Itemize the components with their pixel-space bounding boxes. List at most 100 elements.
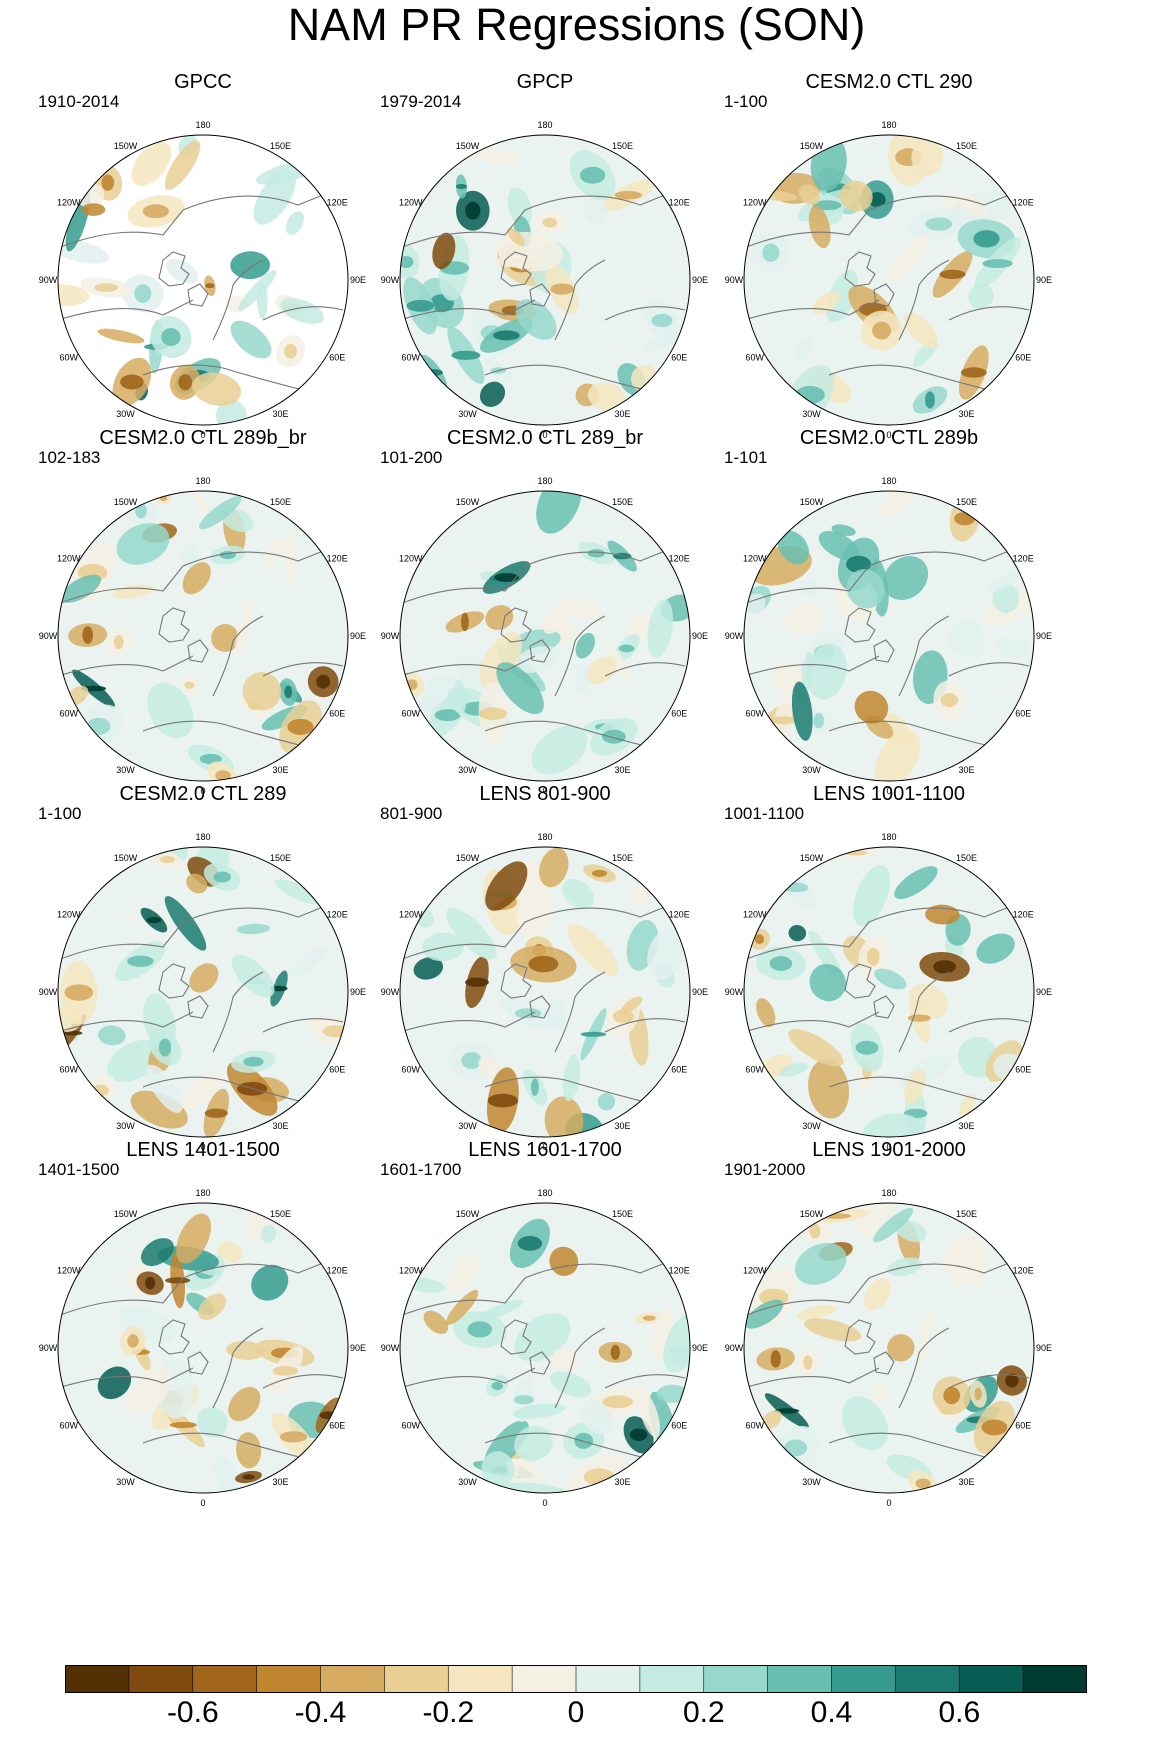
coastline [554,259,606,341]
longitude-label: 0 [886,1142,891,1152]
anomaly-patch [841,1396,889,1451]
anomaly-core [120,374,144,390]
longitude-label: 120W [399,910,423,920]
anomaly-patch [887,1334,915,1362]
anomaly-core [943,1386,961,1405]
anomaly-patch [432,232,456,270]
coastline [484,720,646,747]
anomaly-core [580,1031,607,1037]
anomaly-patch [808,1059,850,1119]
colorbar-swatch [959,1665,1024,1693]
anomaly-patch [647,928,684,980]
anomaly-core [494,573,519,582]
coastline [58,194,324,251]
colorbar-swatch [192,1665,257,1693]
anomaly-patch [959,1094,976,1117]
map-border [743,490,1035,782]
anomaly-core [514,1008,542,1019]
coastline [554,1327,606,1409]
anomaly-core [1005,1373,1019,1388]
longitude-label: 60W [60,1421,79,1431]
longitude-label: 120W [743,554,767,564]
anomaly-patch [744,1299,784,1329]
coastline [58,1262,324,1319]
anomaly-patch [638,1391,661,1438]
colorbar-swatch [384,1665,449,1693]
anomaly-patch [182,562,211,595]
anomaly-patch [230,320,272,359]
anomaly-patch [756,998,776,1027]
anomaly-patch [854,690,889,724]
coastline [158,1319,190,1355]
longitude-label: 30W [802,1121,821,1131]
panel-title: CESM2.0 CTL 289_br [446,427,643,449]
coastline [529,995,551,1019]
panel-period: 101-200 [380,448,443,467]
anomaly-core [159,855,176,864]
anomaly-patch [777,530,809,565]
coastline [554,615,606,697]
anomaly-core [803,1355,813,1370]
anomaly-patch [164,140,201,190]
anomaly-patch [513,1403,566,1419]
longitude-label: 60W [402,709,421,719]
longitude-label: 30E [272,765,288,775]
longitude-label: 120E [1013,910,1034,920]
anomaly-patch [280,297,324,325]
map-panel: CESM2.0 CTL 289b 180 150E 120E 90E 60E 30E 0 30W… [704,426,1074,824]
anomaly-patch [562,878,595,909]
anomaly-patch [663,1313,690,1373]
anomaly-patch [976,933,1015,964]
anomaly-patch [620,996,643,1014]
anomaly-core [846,555,872,573]
coastline [873,995,895,1019]
coastline [744,1262,1010,1319]
longitude-label: 60E [671,353,687,363]
anomaly-core [550,283,574,295]
coastline [604,306,686,321]
anomaly-patch [567,924,619,976]
coastline [400,1367,536,1389]
longitude-label: 30W [458,1477,477,1487]
coastline [844,963,876,999]
coastline [142,1432,304,1459]
coastline [828,364,990,391]
coastline [142,1076,304,1103]
longitude-label: 60E [1015,1421,1031,1431]
anomaly-core [127,1334,139,1348]
anomaly-patch [656,1384,689,1403]
anomaly-patch [745,593,766,615]
anomaly-patch [199,496,242,530]
anomaly-patch [467,146,519,165]
longitude-label: 120W [743,910,767,920]
longitude-label: 90E [692,631,708,641]
coastline [400,655,536,677]
coastline [898,1327,950,1409]
coastline [158,607,190,643]
coastline [400,1011,536,1033]
longitude-label: 150E [956,497,977,507]
longitude-label: 150E [612,141,633,151]
anomaly-patch [197,1406,228,1438]
longitude-label: 90W [381,631,400,641]
longitude-label: 120W [399,554,423,564]
anomaly-patch [478,1056,503,1080]
anomaly-core [113,634,124,650]
longitude-label: 180 [537,832,552,842]
coastline [744,906,1010,963]
panel-period: 1901-2000 [724,1160,806,1179]
colorbar-swatch [65,1665,129,1693]
anomaly-patch [846,569,885,609]
anomaly-patch [628,883,651,907]
anomaly-patch [98,1025,126,1046]
anomaly-core [64,984,94,1001]
anomaly-core [872,321,891,340]
longitude-label: 0 [200,1142,205,1152]
map-panel: GPCP 180 150E 120E 90E 60E 30E 0 30W 60W 90W 120W 15… [360,70,730,468]
longitude-label: 60E [1015,709,1031,719]
anomaly-patch [911,138,944,176]
coastline [212,615,264,697]
colorbar-swatch [256,1665,321,1693]
coastline [142,720,304,747]
anomaly-patch [285,530,296,583]
